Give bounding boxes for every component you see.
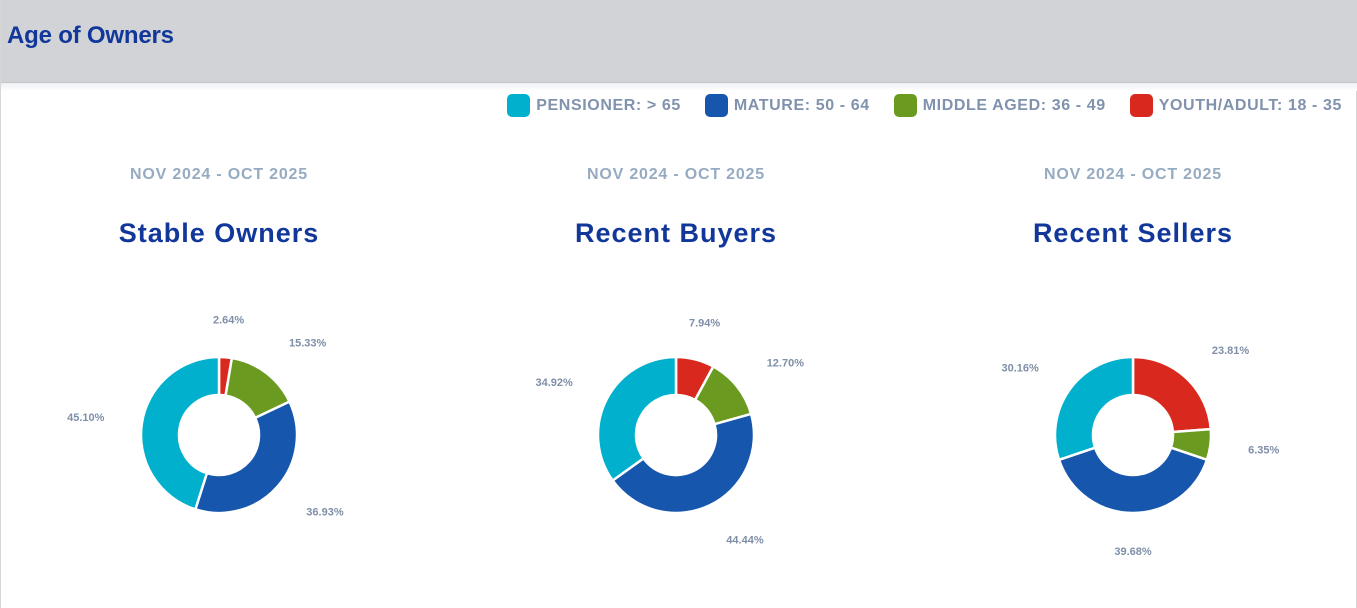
label-mature: 39.68%	[1114, 546, 1152, 558]
header-shadow	[1, 83, 1357, 91]
slice-pensioner[interactable]	[1053, 355, 1135, 462]
legend-item-youth-adult[interactable]: YOUTH/ADULT: 18 - 35	[1129, 94, 1342, 117]
label-youth-adult: 2.64%	[213, 314, 244, 326]
label-middle-aged: 12.70%	[767, 358, 805, 370]
chart-period: NOV 2024 - OCT 2025	[1044, 166, 1222, 183]
widget-header: Age of Owners	[1, 0, 1357, 83]
slice-pensioner[interactable]	[139, 355, 221, 511]
chart-panel-recent-sellers: NOV 2024 - OCT 2025 Recent Sellers 23.81…	[913, 160, 1353, 580]
legend-label-pensioner: PENSIONER: > 65	[536, 96, 681, 114]
legend-swatch-mature	[704, 94, 728, 117]
chart-legend: PENSIONER: > 65 MATURE: 50 - 64 MIDDLE A…	[507, 94, 1342, 117]
slice-mature[interactable]	[1057, 446, 1209, 515]
legend-item-pensioner[interactable]: PENSIONER: > 65	[507, 94, 681, 117]
chart-panel-stable-owners: NOV 2024 - OCT 2025 Stable Owners 2.64% 1…	[0, 160, 439, 580]
slice-mature[interactable]	[611, 412, 756, 515]
chart-title: Stable Owners	[118, 218, 320, 248]
widget-title: Age of Owners	[7, 22, 174, 49]
chart-period: NOV 2024 - OCT 2025	[130, 166, 308, 183]
label-middle-aged: 6.35%	[1248, 444, 1279, 456]
donut-chart-recent-sellers: 23.81% 6.35% 39.68% 30.16%	[1001, 345, 1279, 558]
legend-swatch-youth-adult	[1129, 94, 1153, 117]
label-middle-aged: 15.33%	[289, 338, 327, 350]
legend-label-mature: MATURE: 50 - 64	[733, 96, 870, 114]
label-pensioner: 45.10%	[67, 412, 105, 424]
chart-panel-recent-buyers: NOV 2024 - OCT 2025 Recent Buyers 7.94% 1…	[456, 160, 896, 580]
legend-item-middle-aged[interactable]: MIDDLE AGED: 36 - 49	[893, 94, 1106, 117]
label-youth-adult: 23.81%	[1212, 345, 1250, 357]
legend-label-middle-aged: MIDDLE AGED: 36 - 49	[922, 96, 1106, 114]
label-mature: 36.93%	[306, 506, 344, 518]
label-youth-adult: 7.94%	[689, 318, 720, 330]
label-mature: 44.44%	[726, 535, 764, 547]
chart-title: Recent Buyers	[574, 218, 778, 248]
donut-chart-recent-buyers: 7.94% 12.70% 44.44% 34.92%	[535, 318, 805, 547]
slice-mature[interactable]	[194, 400, 299, 515]
slice-youth-adult[interactable]	[1131, 355, 1213, 434]
legend-swatch-pensioner	[507, 94, 531, 117]
label-pensioner: 30.16%	[1001, 362, 1039, 374]
legend-item-mature[interactable]: MATURE: 50 - 64	[704, 94, 870, 117]
chart-period: NOV 2024 - OCT 2025	[587, 166, 765, 183]
chart-title: Recent Sellers	[1032, 218, 1234, 248]
donut-chart-stable-owners: 2.64% 15.33% 36.93% 45.10%	[67, 314, 344, 518]
legend-swatch-middle-aged	[893, 94, 917, 117]
label-pensioner: 34.92%	[535, 377, 573, 389]
legend-label-youth-adult: YOUTH/ADULT: 18 - 35	[1158, 96, 1342, 114]
slice-pensioner[interactable]	[596, 355, 678, 482]
